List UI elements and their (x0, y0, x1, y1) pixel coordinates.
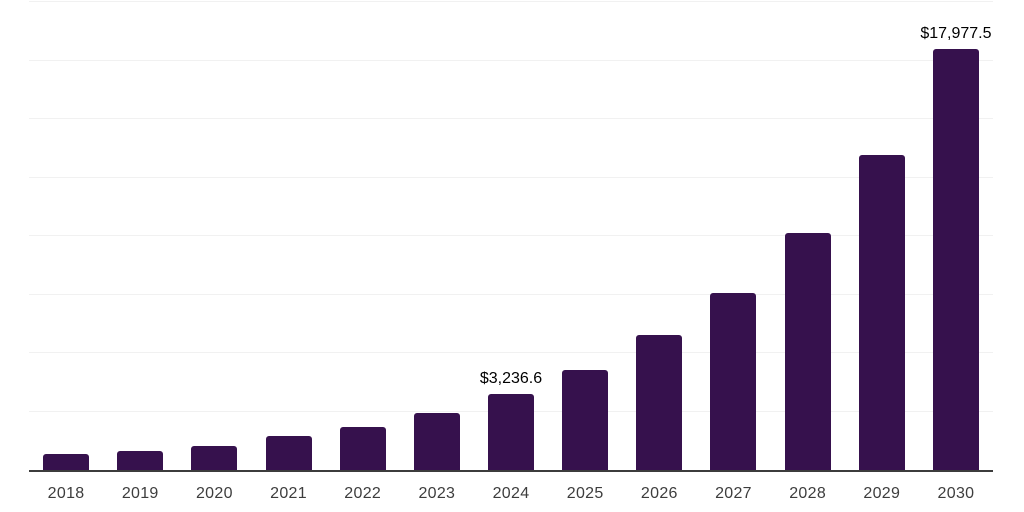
x-tick-2030: 2030 (937, 485, 975, 502)
bar-2026 (636, 334, 683, 470)
x-tick-2023: 2023 (418, 485, 456, 502)
bar-2019 (117, 451, 164, 470)
data-label-2030: $17,977.5 (920, 25, 992, 43)
data-label-2024: $3,236.6 (479, 370, 543, 388)
gridline-20000 (29, 1, 993, 2)
bar-2025 (562, 369, 609, 470)
x-tick-2029: 2029 (863, 485, 901, 502)
x-tick-2024: 2024 (492, 485, 530, 502)
bar-2029 (858, 154, 905, 470)
x-tick-2022: 2022 (344, 485, 382, 502)
plot-area: $3,236.6 $17,977.5 (29, 1, 993, 472)
x-tick-2019: 2019 (121, 485, 159, 502)
bar-2022 (339, 426, 386, 470)
gridline-15000 (29, 118, 993, 119)
x-tick-2028: 2028 (789, 485, 827, 502)
gridline-12500 (29, 176, 993, 178)
bar-2018 (43, 454, 90, 470)
bar-2030 (932, 49, 979, 470)
x-axis-labels: 2018 2019 2020 2021 2022 2023 2024 2025 2026 2027… (29, 482, 993, 506)
bar-2020 (191, 446, 238, 470)
bar-2021 (265, 435, 312, 470)
x-tick-2025: 2025 (566, 485, 604, 502)
gridline-7500 (29, 293, 993, 295)
x-tick-2027: 2027 (715, 485, 752, 502)
bar-2027 (710, 292, 757, 470)
x-tick-2020: 2020 (195, 485, 233, 502)
bar-2028 (784, 233, 831, 470)
bar-2023 (413, 412, 460, 470)
x-axis-line (29, 470, 993, 472)
gridline-17500 (29, 59, 993, 61)
x-tick-2018: 2018 (47, 485, 85, 502)
bar-2024 (488, 394, 534, 470)
gridline-5000 (29, 352, 993, 353)
x-tick-2021: 2021 (270, 485, 307, 502)
x-tick-2026: 2026 (640, 485, 678, 502)
gridline-10000 (29, 235, 993, 236)
